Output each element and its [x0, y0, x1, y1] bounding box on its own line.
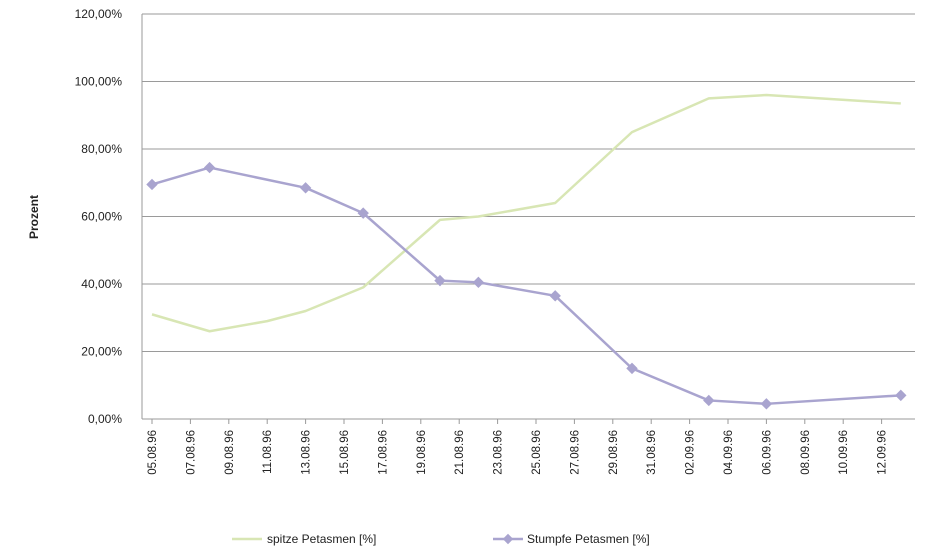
series-line	[151, 166, 901, 406]
x-tick-label: 07.08.96	[185, 430, 197, 475]
data-point-marker	[357, 207, 369, 219]
x-tick-label: 02.09.96	[685, 430, 697, 475]
x-tick-label: 19.08.96	[416, 430, 428, 475]
data-point-marker	[703, 394, 715, 407]
x-tick-label: 15.08.96	[339, 430, 351, 475]
x-tick-label: 12.09.96	[877, 430, 889, 475]
x-tick-label: 09.08.96	[224, 430, 236, 475]
y-tick-label: 100,00%	[75, 75, 123, 89]
x-tick-label: 25.08.96	[531, 430, 543, 475]
x-tick-label: 06.09.96	[761, 430, 773, 475]
series-2	[146, 161, 907, 410]
y-tick-label: 40,00%	[81, 277, 122, 291]
x-tick-label: 31.08.96	[646, 430, 658, 475]
data-point-marker	[472, 276, 485, 289]
data-point-marker	[299, 182, 312, 194]
data-point-marker	[502, 533, 514, 545]
x-tick-label: 08.09.96	[800, 430, 812, 475]
data-point-marker	[434, 274, 446, 287]
data-point-marker	[146, 178, 158, 191]
gridlines	[141, 13, 915, 420]
y-axis-title: Prozent	[27, 195, 41, 239]
x-tick-label: 04.09.96	[723, 430, 735, 475]
x-tick-label: 10.09.96	[838, 430, 850, 475]
x-tick-label: 17.08.96	[377, 430, 389, 475]
data-point-marker	[203, 161, 216, 174]
x-tick-label: 29.08.96	[608, 430, 620, 475]
legend-label: spitze Petasmen [%]	[267, 532, 376, 546]
x-axis-tick-labels: 05.08.96 07.08.96 09.08.96 11.08.96 13.08.96…	[147, 419, 889, 475]
legend: spitze Petasmen [%] Stumpfe Petasmen [%]	[232, 532, 650, 546]
y-tick-label: 60,00%	[81, 210, 122, 224]
data-point-marker	[549, 290, 561, 302]
series-1	[151, 93, 901, 333]
data-point-marker	[760, 398, 773, 410]
x-tick-label: 05.08.96	[147, 430, 159, 475]
y-axis-tick-labels: 0,00% 20,00% 40,00% 60,00% 80,00% 100,00% 120,…	[75, 7, 123, 426]
y-tick-label: 20,00%	[81, 345, 122, 359]
x-tick-label: 11.08.96	[262, 430, 274, 474]
y-tick-label: 80,00%	[81, 142, 122, 156]
data-point-marker	[626, 362, 638, 375]
legend-label: Stumpfe Petasmen [%]	[527, 532, 650, 546]
x-tick-label: 27.08.96	[569, 430, 581, 475]
x-tick-label: 21.08.96	[454, 430, 466, 475]
y-tick-label: 120,00%	[75, 7, 123, 21]
data-point-marker	[895, 389, 907, 402]
x-tick-label: 23.08.96	[493, 430, 505, 475]
series-lines	[146, 93, 907, 410]
legend-item: Stumpfe Petasmen [%]	[493, 532, 650, 546]
series-line	[151, 93, 901, 333]
x-tick-label: 13.08.96	[301, 430, 313, 475]
y-tick-label: 0,00%	[88, 412, 122, 426]
legend-item: spitze Petasmen [%]	[232, 532, 376, 546]
